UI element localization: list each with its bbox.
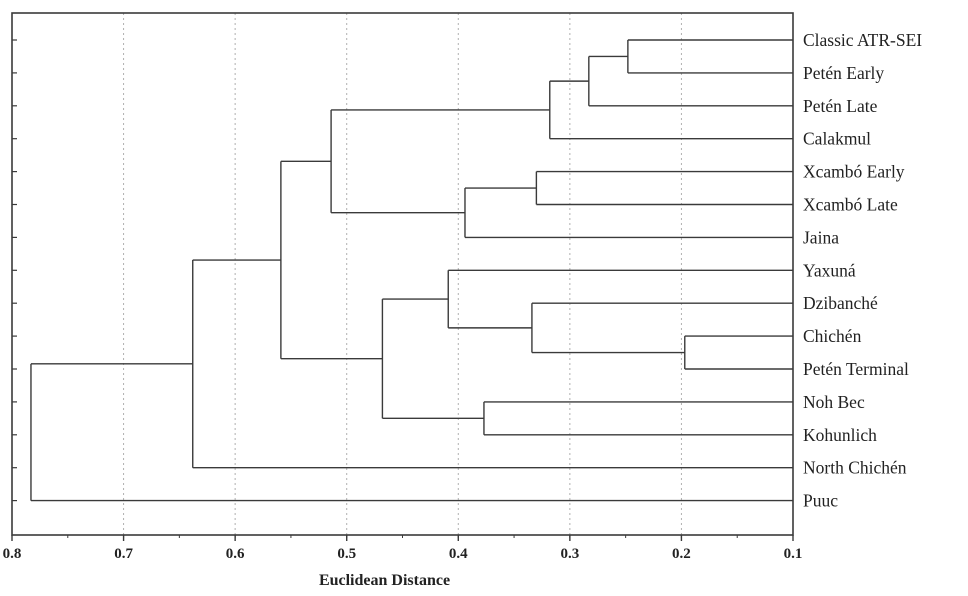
x-tick-label: 0.5 bbox=[337, 546, 356, 562]
leaf-label: Jaina bbox=[803, 227, 839, 247]
leaf-label: Kohunlich bbox=[803, 425, 877, 445]
x-tick-label: 0.2 bbox=[672, 546, 691, 562]
leaf-label: Classic ATR-SEI bbox=[803, 30, 922, 50]
leaf-label: North Chichén bbox=[803, 458, 907, 478]
x-tick-label: 0.4 bbox=[449, 546, 468, 562]
leaf-label: Yaxuná bbox=[803, 260, 856, 280]
leaf-label: Puuc bbox=[803, 491, 838, 511]
leaf-label: Xcambó Late bbox=[803, 195, 898, 215]
dendrogram-branches bbox=[30, 39, 793, 502]
x-axis-title: Euclidean Distance bbox=[319, 572, 450, 589]
leaf-label: Petén Late bbox=[803, 96, 878, 116]
leaf-label: Calakmul bbox=[803, 129, 871, 149]
x-tick-label: 0.1 bbox=[784, 546, 803, 562]
leaf-label: Xcambó Early bbox=[803, 162, 905, 182]
x-axis: 0.8 0.7 0.6 0.5 0.4 0.3 0.2 0.1 bbox=[3, 535, 803, 562]
leaf-label: Petén Early bbox=[803, 63, 884, 83]
leaf-label: Petén Terminal bbox=[803, 359, 909, 379]
grid-lines bbox=[123, 13, 682, 535]
leaf-label: Noh Bec bbox=[803, 392, 865, 412]
leaf-labels: Classic ATR-SEI Petén Early Petén Late Cala… bbox=[803, 30, 922, 511]
plot-frame bbox=[11, 12, 794, 536]
x-tick-label: 0.7 bbox=[114, 546, 133, 562]
x-tick-label: 0.6 bbox=[226, 546, 245, 562]
leaf-label: Chichén bbox=[803, 326, 862, 346]
leaf-label: Dzibanché bbox=[803, 293, 878, 313]
x-tick-label: 0.8 bbox=[3, 546, 22, 562]
x-tick-label: 0.3 bbox=[560, 546, 579, 562]
plot-border bbox=[11, 12, 794, 536]
